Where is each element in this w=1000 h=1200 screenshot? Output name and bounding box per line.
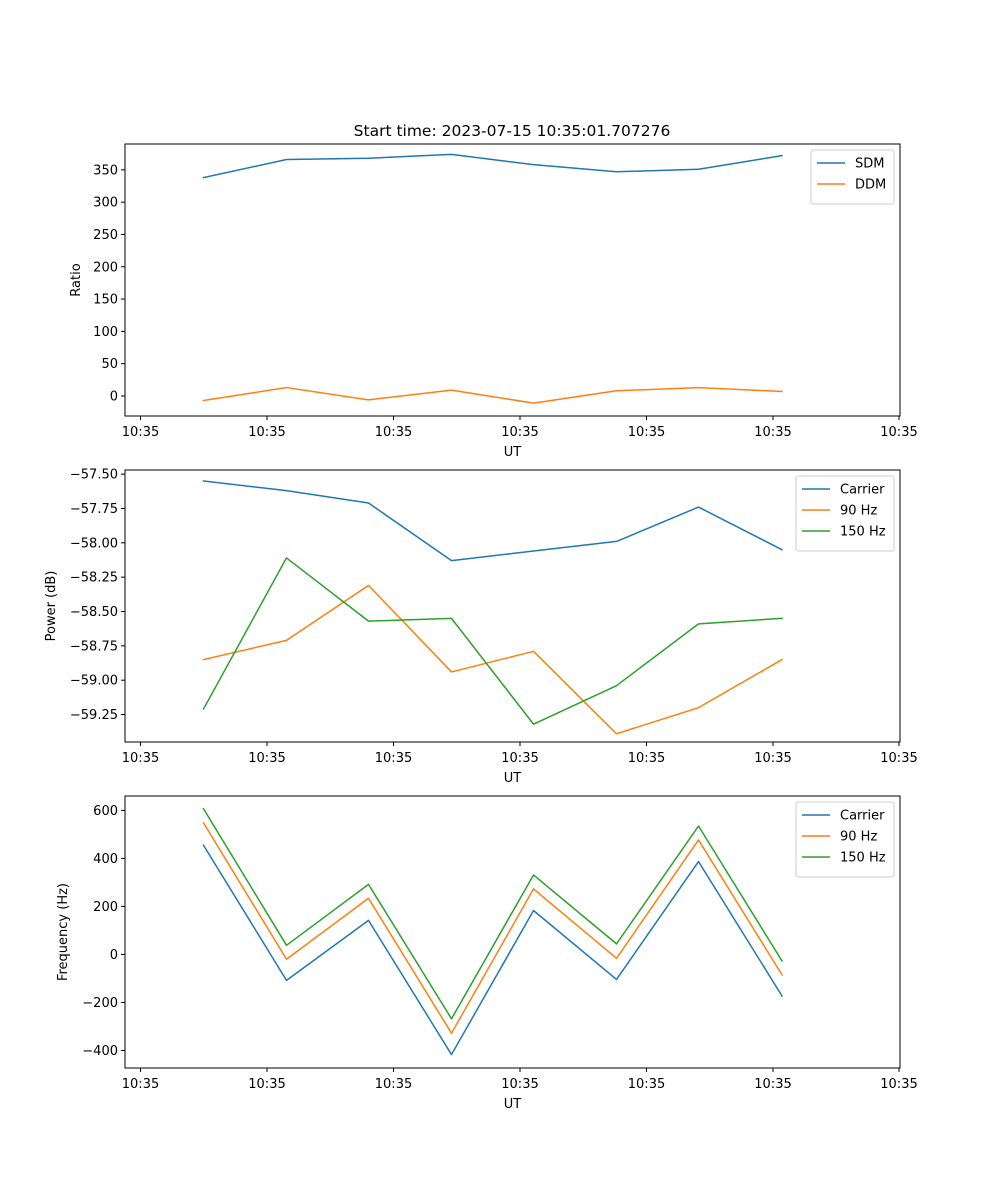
axes-frame <box>124 795 901 1069</box>
legend-label: Carrier <box>840 483 885 498</box>
series-line-carrier <box>202 480 784 562</box>
x-tick-label: 10:35 <box>375 425 412 440</box>
y-tick-label: 300 <box>93 196 118 211</box>
y-axis-label: Power (dB) <box>44 571 59 642</box>
legend-label: 150 Hz <box>840 525 886 540</box>
series-line-sdm <box>202 153 783 179</box>
y-tick-label: 200 <box>93 900 118 915</box>
x-tick-label: 10:35 <box>375 1077 412 1092</box>
legend-box <box>795 801 895 878</box>
y-tick-label: −57.50 <box>70 468 118 483</box>
y-tick-label: −59.25 <box>70 708 118 723</box>
legend-label: Carrier <box>840 809 885 824</box>
x-axis-label: UT <box>504 771 522 786</box>
axes-frame <box>124 143 901 417</box>
y-tick-label: −58.00 <box>70 536 118 551</box>
x-tick-label: 10:35 <box>880 751 917 766</box>
x-tick-label: 10:35 <box>122 1077 159 1092</box>
legend: Carrier 90 Hz 150 Hz <box>795 475 895 552</box>
x-tick-label: 10:35 <box>501 425 538 440</box>
y-tick-label: 50 <box>101 357 118 372</box>
axes-frame <box>124 469 901 743</box>
y-tick-label: −58.25 <box>70 571 118 586</box>
y-tick-label: 400 <box>93 852 118 867</box>
legend-label: 90 Hz <box>840 830 877 845</box>
series-line-150-hz <box>202 557 783 725</box>
y-tick-label: −400 <box>82 1044 118 1059</box>
legend: Carrier 90 Hz 150 Hz <box>795 801 895 878</box>
x-tick-label: 10:35 <box>375 751 412 766</box>
x-tick-label: 10:35 <box>628 751 665 766</box>
legend-label: SDM <box>855 157 884 172</box>
x-tick-label: 10:35 <box>754 425 791 440</box>
x-tick-label: 10:35 <box>754 1077 791 1092</box>
y-tick-label: 100 <box>93 325 118 340</box>
series-line-150-hz <box>202 807 784 1020</box>
legend-box <box>795 475 895 552</box>
y-tick-label: −200 <box>82 996 118 1011</box>
figure-title: Start time: 2023-07-15 10:35:01.707276 <box>354 122 671 140</box>
y-axis-label: Frequency (Hz) <box>56 883 71 981</box>
y-tick-label: 250 <box>93 228 118 243</box>
x-tick-label: 10:35 <box>628 425 665 440</box>
x-tick-label: 10:35 <box>501 751 538 766</box>
x-axis-label: UT <box>504 445 522 460</box>
y-tick-label: −58.75 <box>70 639 118 654</box>
y-tick-label: 0 <box>110 948 118 963</box>
legend-label: 90 Hz <box>840 504 877 519</box>
chart-panel-2: 10:35 10:35 10:35 10:35 10:35 10:35 10:35 −59.2… <box>44 468 918 786</box>
x-tick-label: 10:35 <box>754 751 791 766</box>
series-line-ddm <box>202 386 783 404</box>
x-tick-label: 10:35 <box>122 751 159 766</box>
chart-panel-1: 10:35 10:35 10:35 10:35 10:35 10:35 10:35 0 50 10… <box>69 143 918 460</box>
x-tick-label: 10:35 <box>248 1077 285 1092</box>
x-tick-label: 10:35 <box>248 751 285 766</box>
series-line-90-hz <box>202 584 784 735</box>
y-tick-label: 350 <box>93 163 118 178</box>
y-tick-label: 600 <box>93 804 118 819</box>
y-axis-label: Ratio <box>69 263 84 296</box>
legend-label: 150 Hz <box>840 851 886 866</box>
chart-panel-3: 10:35 10:35 10:35 10:35 10:35 10:35 10:35 −400 −… <box>56 795 918 1112</box>
y-tick-label: −58.50 <box>70 605 118 620</box>
y-tick-label: −59.00 <box>70 674 118 689</box>
x-tick-label: 10:35 <box>248 425 285 440</box>
series-line-90-hz <box>202 821 784 1034</box>
x-tick-label: 10:35 <box>501 1077 538 1092</box>
series-line-carrier <box>202 844 784 1056</box>
y-tick-label: 150 <box>93 293 118 308</box>
chart-panels: 10:35 10:35 10:35 10:35 10:35 10:35 10:35 0 50 10… <box>44 143 918 1112</box>
y-tick-label: 200 <box>93 260 118 275</box>
x-tick-label: 10:35 <box>122 425 159 440</box>
x-axis-label: UT <box>504 1097 522 1112</box>
x-tick-label: 10:35 <box>628 1077 665 1092</box>
y-tick-label: −57.75 <box>70 502 118 517</box>
x-tick-label: 10:35 <box>880 1077 917 1092</box>
legend-label: DDM <box>855 178 886 193</box>
x-tick-label: 10:35 <box>880 425 917 440</box>
legend: SDM DDM <box>810 149 895 205</box>
y-tick-label: 0 <box>110 389 118 404</box>
